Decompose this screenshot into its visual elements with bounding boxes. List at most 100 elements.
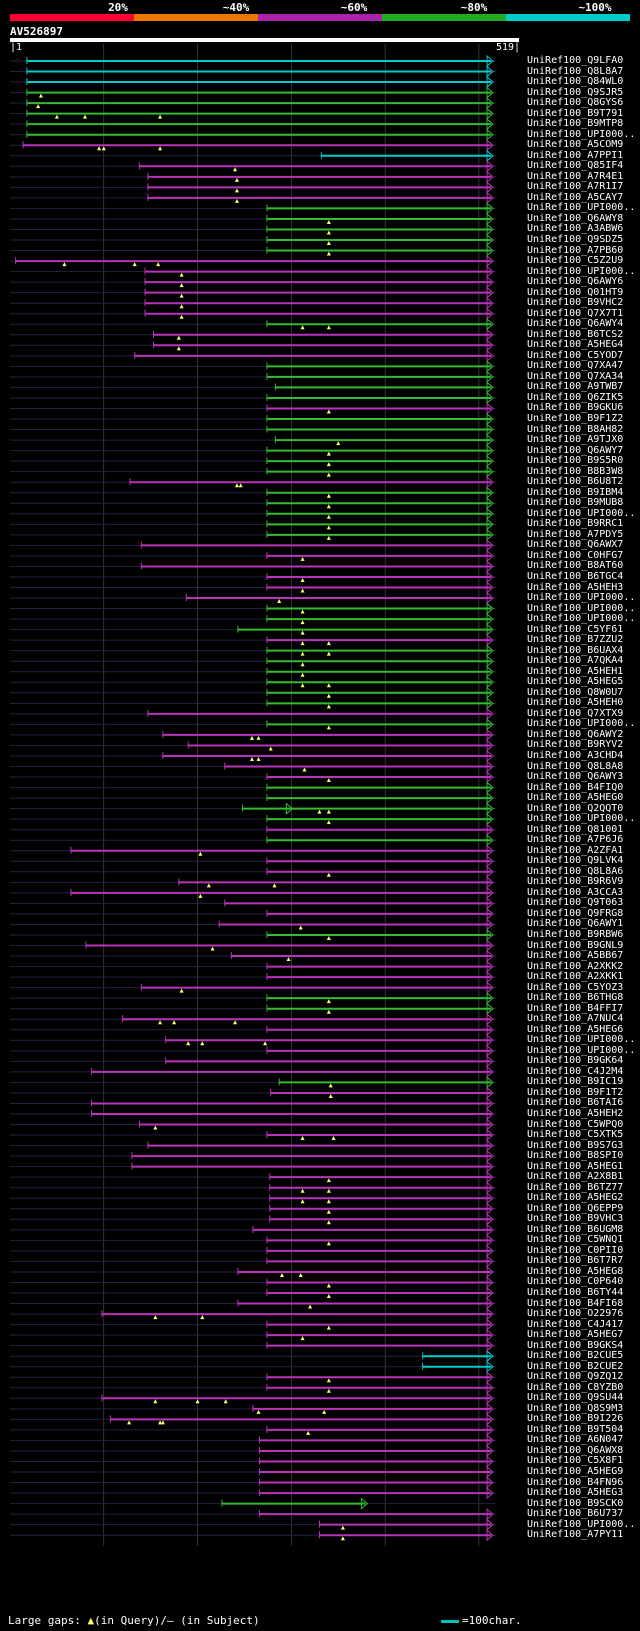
hit-label[interactable]: UniRef100_Q6AWY3: [527, 771, 624, 783]
hit-label[interactable]: UniRef100_B9T791: [527, 107, 624, 119]
hit-label[interactable]: UniRef100_B2CUE5: [527, 1350, 624, 1362]
hit-label[interactable]: UniRef100_A7PB60: [527, 244, 624, 256]
hit-label[interactable]: UniRef100_Q9LFA0: [527, 55, 624, 66]
hit-label[interactable]: UniRef100_Q8GYS6: [527, 97, 624, 109]
hit-label[interactable]: UniRef100_O22976: [527, 1308, 624, 1320]
hit-label[interactable]: UniRef100_A2X8B1: [527, 1171, 624, 1183]
hit-label[interactable]: UniRef100_Q6AWX7: [527, 539, 624, 551]
hit-label[interactable]: UniRef100_B9T504: [527, 1423, 624, 1435]
hit-label[interactable]: UniRef100_A2XKK2: [527, 960, 624, 972]
hit-label[interactable]: UniRef100_Q84WL0: [527, 76, 624, 88]
hit-label[interactable]: UniRef100_B6TY44: [527, 1287, 624, 1298]
hit-label[interactable]: UniRef100_B7ZZU2: [527, 634, 624, 646]
hit-label[interactable]: UniRef100_A5HEG6: [527, 1023, 624, 1035]
hit-label[interactable]: UniRef100_Q6AWX8: [527, 1444, 624, 1456]
hit-label[interactable]: UniRef100_Q9FRG8: [527, 907, 624, 919]
hit-label[interactable]: UniRef100_Q01HT9: [527, 286, 624, 298]
hit-label[interactable]: UniRef100_UPI000..: [527, 813, 636, 825]
hit-label[interactable]: UniRef100_C0PII0: [527, 1244, 624, 1256]
hit-label[interactable]: UniRef100_UPI000..: [527, 128, 636, 140]
hit-label[interactable]: UniRef100_UPI000..: [527, 602, 636, 614]
hit-label[interactable]: UniRef100_Q8L8A7: [527, 65, 624, 77]
hit-label[interactable]: UniRef100_A7NUC4: [527, 1013, 624, 1025]
hit-label[interactable]: UniRef100_B9VHC2: [527, 297, 624, 309]
hit-label[interactable]: UniRef100_A5HEH3: [527, 581, 624, 593]
hit-label[interactable]: UniRef100_B6TZ77: [527, 1181, 624, 1193]
hit-label[interactable]: UniRef100_A3CCA3: [527, 886, 624, 898]
hit-label[interactable]: UniRef100_C5X8F1: [527, 1455, 624, 1467]
hit-label[interactable]: UniRef100_A5HEG4: [527, 339, 624, 351]
hit-label[interactable]: UniRef100_B9GKU6: [527, 402, 624, 414]
hit-label[interactable]: UniRef100_B9VHC3: [527, 1213, 624, 1225]
hit-label[interactable]: UniRef100_B9IBM4: [527, 486, 624, 498]
hit-label[interactable]: UniRef100_A3ABW6: [527, 223, 624, 235]
hit-label[interactable]: UniRef100_A5HEH0: [527, 697, 624, 709]
hit-label[interactable]: UniRef100_A7P6J6: [527, 834, 624, 846]
hit-label[interactable]: UniRef100_UPI000..: [527, 592, 636, 604]
hit-label[interactable]: UniRef100_Q6AWY4: [527, 318, 624, 330]
hit-label[interactable]: UniRef100_Q7XA34: [527, 370, 624, 382]
hit-label[interactable]: UniRef100_UPI000..: [527, 613, 636, 625]
hit-label[interactable]: UniRef100_Q7XA47: [527, 360, 624, 372]
hit-label[interactable]: UniRef100_B6THG8: [527, 992, 624, 1004]
hit-label[interactable]: UniRef100_B9MTP8: [527, 118, 624, 130]
hit-label[interactable]: UniRef100_B8B3W8: [527, 465, 624, 477]
hit-label[interactable]: UniRef100_A5HEG1: [527, 1160, 624, 1172]
hit-label[interactable]: UniRef100_C5YOZ3: [527, 981, 624, 993]
hit-label[interactable]: UniRef100_B9R6V9: [527, 876, 624, 888]
hit-label[interactable]: UniRef100_Q9SU44: [527, 1392, 624, 1404]
hit-label[interactable]: UniRef100_B6U737: [527, 1508, 624, 1520]
hit-label[interactable]: UniRef100_A5HEH2: [527, 1108, 624, 1119]
hit-label[interactable]: UniRef100_A5HEG7: [527, 1329, 624, 1341]
hit-label[interactable]: UniRef100_B4FFI7: [527, 1002, 624, 1014]
hit-label[interactable]: UniRef100_A5HEG5: [527, 676, 624, 688]
hit-label[interactable]: UniRef100_C5XTK5: [527, 1129, 624, 1141]
hit-label[interactable]: UniRef100_B4FIQ0: [527, 781, 624, 793]
hit-label[interactable]: UniRef100_Q9LVK4: [527, 855, 624, 867]
hit-label[interactable]: UniRef100_C0P640: [527, 1276, 624, 1288]
hit-label[interactable]: UniRef100_B6UAX4: [527, 644, 624, 656]
hit-label[interactable]: UniRef100_B6T7R7: [527, 1255, 624, 1267]
hit-label[interactable]: UniRef100_A2XKK1: [527, 971, 624, 983]
hit-label[interactable]: UniRef100_B6TGC4: [527, 570, 624, 582]
hit-label[interactable]: UniRef100_B9RBW6: [527, 928, 624, 940]
hit-label[interactable]: UniRef100_B9RRC1: [527, 518, 624, 530]
hit-label[interactable]: UniRef100_A7PDY5: [527, 528, 624, 540]
hit-label[interactable]: UniRef100_B9GK64: [527, 1055, 624, 1067]
hit-label[interactable]: UniRef100_UPI000..: [527, 1044, 636, 1056]
hit-label[interactable]: UniRef100_B9IC19: [527, 1076, 624, 1088]
hit-label[interactable]: UniRef100_Q8L8A8: [527, 760, 624, 772]
hit-label[interactable]: UniRef100_B9GKS4: [527, 1339, 624, 1351]
hit-label[interactable]: UniRef100_A7R1I7: [527, 181, 624, 193]
hit-label[interactable]: UniRef100_A5HEG2: [527, 1192, 624, 1204]
hit-label[interactable]: UniRef100_Q85IF4: [527, 160, 624, 172]
hit-label[interactable]: UniRef100_A9TWB7: [527, 381, 624, 393]
hit-label[interactable]: UniRef100_B9RYV2: [527, 739, 624, 751]
hit-label[interactable]: UniRef100_Q6AWY8: [527, 212, 624, 224]
hit-label[interactable]: UniRef100_Q2QQT0: [527, 802, 624, 814]
hit-label[interactable]: UniRef100_UPI000..: [527, 718, 636, 730]
hit-label[interactable]: UniRef100_A5HEG8: [527, 1265, 624, 1277]
hit-label[interactable]: UniRef100_B9F1T2: [527, 1086, 624, 1098]
hit-label[interactable]: UniRef100_B9MUB8: [527, 497, 624, 509]
hit-label[interactable]: UniRef100_B4FN96: [527, 1476, 624, 1488]
hit-label[interactable]: UniRef100_A2ZFA1: [527, 844, 624, 856]
hit-label[interactable]: UniRef100_A5HEG3: [527, 1487, 624, 1499]
hit-label[interactable]: UniRef100_Q8L8A6: [527, 865, 624, 877]
hit-label[interactable]: UniRef100_Q6ZIK5: [527, 391, 624, 403]
hit-label[interactable]: UniRef100_B2CUE2: [527, 1360, 624, 1372]
hit-label[interactable]: UniRef100_Q9ZQ12: [527, 1371, 624, 1383]
hit-label[interactable]: UniRef100_Q8W0U7: [527, 686, 624, 698]
hit-label[interactable]: UniRef100_B9SCK0: [527, 1497, 624, 1509]
hit-label[interactable]: UniRef100_B6TCS2: [527, 328, 624, 340]
hit-label[interactable]: UniRef100_Q81001: [527, 823, 624, 835]
hit-label[interactable]: UniRef100_B6TAI6: [527, 1097, 624, 1109]
hit-label[interactable]: UniRef100_C4J2M4: [527, 1065, 624, 1077]
hit-label[interactable]: UniRef100_A7PPI1: [527, 149, 624, 161]
hit-label[interactable]: UniRef100_B8SPI0: [527, 1150, 624, 1162]
hit-label[interactable]: UniRef100_A7R4E1: [527, 170, 624, 182]
hit-label[interactable]: UniRef100_B9I226: [527, 1413, 624, 1425]
hit-label[interactable]: UniRef100_C4J417: [527, 1318, 624, 1330]
hit-label[interactable]: UniRef100_C5WPQ0: [527, 1118, 624, 1130]
hit-label[interactable]: UniRef100_C0HFG7: [527, 549, 624, 561]
